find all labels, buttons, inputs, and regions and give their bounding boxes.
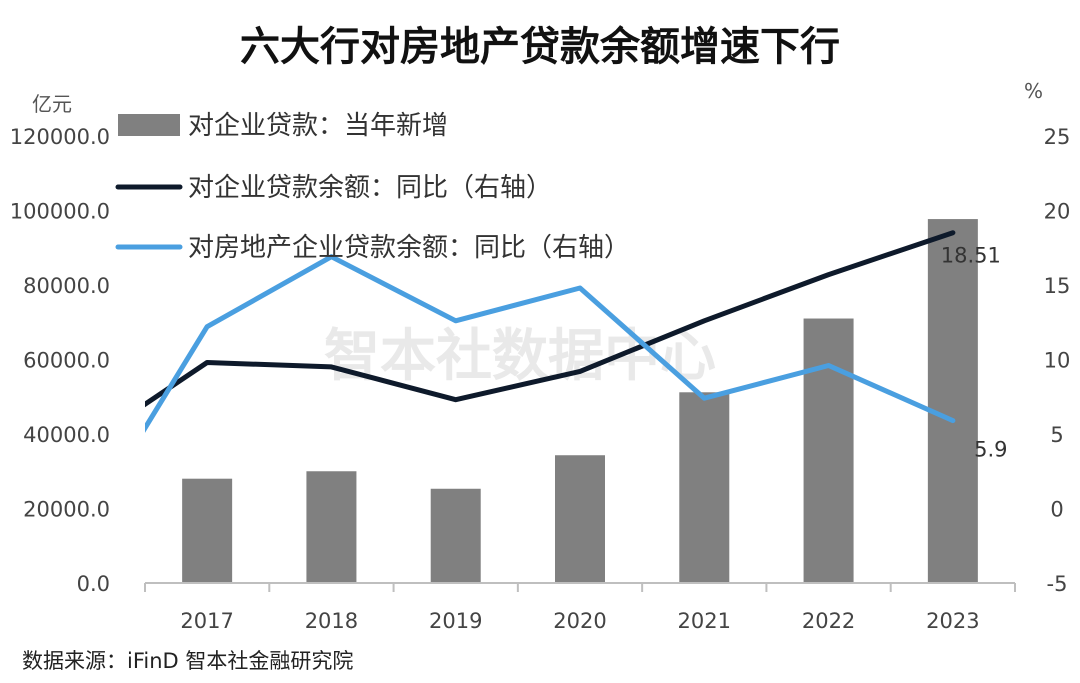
- x-tick-label-2023: 2023: [926, 609, 979, 633]
- bar-2018: [306, 471, 357, 583]
- y-left-tick-label: 0.0: [77, 572, 110, 596]
- bar-2020: [555, 455, 605, 583]
- source-note: 数据来源：iFinD 智本社金融研究院: [22, 649, 353, 673]
- bar-2017: [182, 478, 233, 583]
- lines-layer: [145, 230, 956, 433]
- y-right-tick-label: 20: [1044, 200, 1071, 224]
- y-left-tick-label: 20000.0: [23, 498, 110, 522]
- y-right-tick-label: 0: [1050, 498, 1063, 522]
- legend-label-2: 对房地产企业贷款余额：同比（右轴）: [188, 233, 630, 263]
- y-left-tick-label: 40000.0: [23, 423, 110, 447]
- x-tick-label-2017: 2017: [180, 609, 233, 633]
- x-tick-label-2018: 2018: [305, 609, 358, 633]
- y-left-tick-label: 80000.0: [23, 274, 110, 298]
- bar-2023: [927, 219, 978, 583]
- legend-label-0: 对企业贷款：当年新增: [188, 111, 448, 141]
- data-label-0: 18.51: [941, 244, 1001, 268]
- y-right-tick-label: 5: [1050, 423, 1063, 447]
- bar-2022: [803, 318, 854, 583]
- chart-title: 六大行对房地产贷款余额增速下行: [240, 24, 840, 70]
- x-tick-label-2020: 2020: [553, 609, 606, 633]
- x-tick-label-2019: 2019: [429, 609, 482, 633]
- left-axis-unit: 亿元: [32, 92, 72, 116]
- y-right-tick-label: 15: [1044, 274, 1071, 298]
- bar-2021: [679, 392, 730, 583]
- right-axis-unit: %: [1024, 79, 1043, 103]
- axes-layer: 2017 2018 2019 2020 2021 2022 2023 0.0 20000.0 40…: [10, 125, 1071, 633]
- x-tick-label-2022: 2022: [802, 609, 855, 633]
- legend-label-1: 对企业贷款余额：同比（右轴）: [188, 173, 552, 203]
- data-label-1: 5.9: [974, 438, 1007, 462]
- x-tick-label-2021: 2021: [678, 609, 731, 633]
- legend-swatch-bar: [118, 114, 180, 136]
- bar-2019: [430, 488, 481, 583]
- annotations-layer: 18.51 5.9: [941, 244, 1008, 462]
- y-right-tick-label: 10: [1044, 349, 1071, 373]
- line-enterprise-loan-yoy: [145, 230, 956, 408]
- y-right-tick-label: -5: [1047, 572, 1068, 596]
- y-left-tick-label: 120000.0: [10, 125, 110, 149]
- line-realestate-loan-yoy: [145, 254, 956, 433]
- bars-layer: [182, 219, 978, 583]
- chart-watermark: 智本社数据中心: [324, 324, 716, 389]
- y-left-tick-label: 60000.0: [23, 349, 110, 373]
- y-right-tick-label: 25: [1044, 125, 1071, 149]
- y-left-tick-label: 100000.0: [10, 200, 110, 224]
